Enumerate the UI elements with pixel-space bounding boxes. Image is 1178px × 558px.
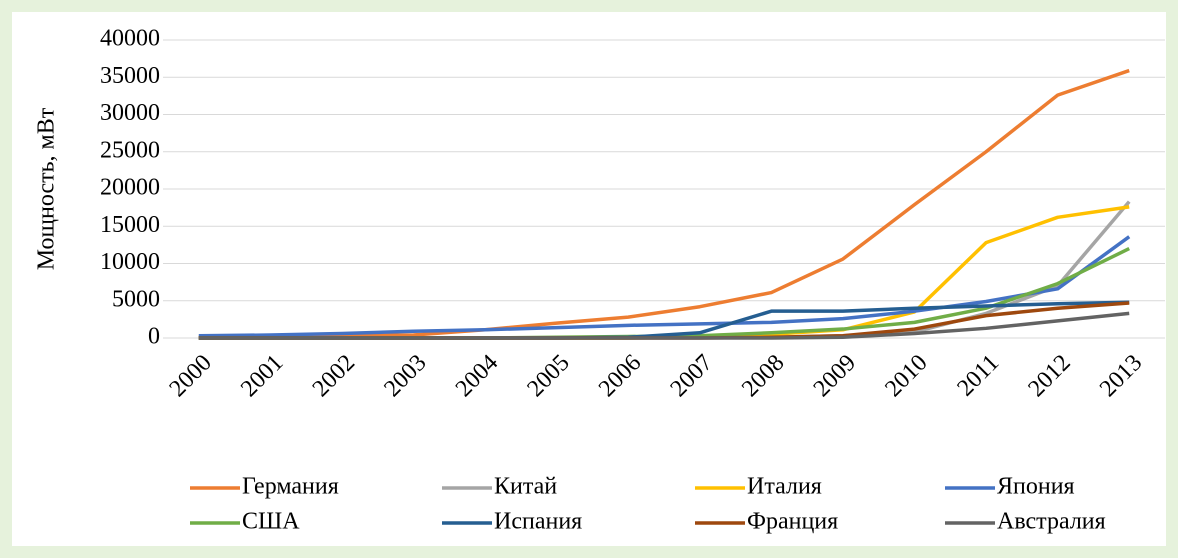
y-tick-label: 15000 (100, 212, 160, 238)
y-tick-label: 30000 (100, 100, 160, 126)
legend-label: Германия (242, 474, 339, 500)
y-axis-label: Мощность, мВт (34, 107, 60, 270)
legend-label: США (242, 509, 300, 535)
y-tick-label: 5000 (112, 286, 160, 312)
legend-label: Франция (747, 509, 838, 535)
chart-area (12, 12, 1166, 546)
y-tick-label: 25000 (100, 137, 160, 163)
line-series (198, 235, 1131, 338)
line-series (198, 68, 1130, 340)
line-series (198, 311, 1130, 340)
legend-label: Испания (494, 509, 582, 535)
y-tick-label: 0 (148, 324, 160, 350)
y-tick-label: 40000 (100, 26, 160, 52)
legend-label: Австралия (997, 509, 1106, 535)
y-tick-label: 10000 (100, 249, 160, 275)
legend-label: Япония (997, 474, 1075, 500)
legend-label: Италия (747, 474, 822, 500)
y-tick-label: 35000 (100, 63, 160, 89)
y-tick-label: 20000 (100, 175, 160, 201)
legend-label: Китай (494, 474, 557, 500)
